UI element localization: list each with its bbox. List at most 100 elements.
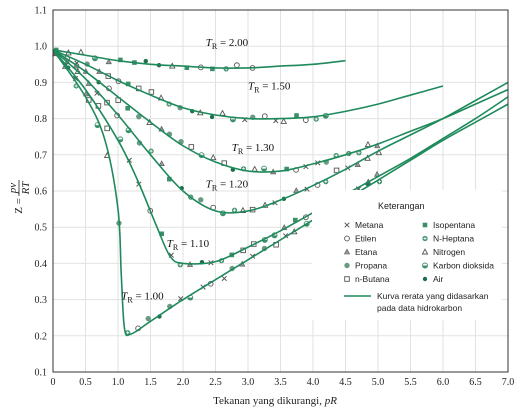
legend-marker — [422, 262, 428, 269]
y-tick-labels: 0.1 0.2 0.3 0.4 0.5 0.6 0.7 0.8 0.9 1.0 1.1 — [35, 6, 48, 379]
data-marker — [239, 206, 247, 213]
curve-label: TR = 1.10 — [167, 238, 210, 252]
data-marker — [280, 117, 288, 124]
curve-label: TR = 1.50 — [248, 81, 291, 95]
legend-line-label-1: Kurva rerata yang didasarkan — [377, 291, 489, 301]
x-tick-label: 4.5 — [339, 377, 352, 388]
y-tick-label: 0.7 — [35, 150, 48, 161]
series-curve — [52, 49, 444, 120]
data-marker — [313, 116, 319, 122]
x-tick-label: 0 — [51, 377, 56, 388]
data-marker — [158, 160, 165, 166]
plot-frame — [52, 9, 509, 373]
data-marker — [210, 66, 215, 72]
curves — [52, 49, 509, 337]
x-tick-label: 5.5 — [404, 377, 417, 388]
y-tick-label: 1.0 — [35, 42, 48, 53]
data-marker — [209, 114, 215, 120]
series-curve — [52, 49, 509, 337]
legend-item-label: Etilen — [355, 234, 377, 244]
x-tick-label: 6.0 — [437, 377, 450, 388]
legend-marker — [344, 235, 350, 242]
data-marker — [354, 161, 361, 167]
curve-label: TR = 1.20 — [206, 178, 249, 192]
legend-marker — [422, 276, 428, 282]
data-marker — [198, 197, 204, 203]
x-tick-label: 5.0 — [372, 377, 385, 388]
legend-marker — [343, 248, 351, 255]
x-axis-title: Tekanan yang dikurangi, pR — [213, 395, 337, 407]
x-tick-label: 2.0 — [177, 377, 190, 388]
legend-item-label: Karbon dioksida — [433, 261, 494, 271]
legend-marker — [344, 262, 350, 269]
curve-label: TR = 1.30 — [232, 142, 275, 156]
y-axis-title-lhs: Z = — [13, 198, 25, 214]
legend: Keterangan Metana Isopentana Etilen N-Hepta… — [312, 190, 502, 320]
y-axis-title: Z = pv RT — [7, 180, 32, 214]
y-axis-title-denominator: RT — [20, 181, 32, 196]
series-curve — [52, 49, 346, 69]
legend-marker — [344, 222, 350, 228]
legend-title: Keterangan — [378, 201, 425, 211]
data-marker — [293, 217, 298, 223]
data-marker — [221, 275, 227, 282]
legend-box — [312, 190, 502, 320]
y-tick-label: 0.6 — [35, 187, 48, 198]
x-tick-label: 4.0 — [307, 377, 320, 388]
x-tick-label: 1.0 — [112, 377, 125, 388]
legend-item-label: Isopentana — [433, 220, 475, 230]
x-tick-labels: 0 0.5 1.0 1.5 2.0 2.5 3.0 3.5 4.0 4.5 5.0 5.5 6.0 6.5… — [51, 377, 515, 388]
legend-item-label: Propana — [355, 261, 387, 271]
x-tick-label: 2.5 — [209, 377, 222, 388]
legend-item-label: Air — [433, 274, 444, 284]
legend-item-label: n-Butana — [355, 274, 390, 284]
data-marker — [105, 58, 112, 65]
data-marker — [143, 58, 148, 64]
data-marker — [364, 140, 372, 148]
legend-line-label-2: pada data hidrokarbon — [377, 303, 462, 313]
y-tick-label: 0.4 — [35, 259, 48, 270]
data-marker — [118, 57, 123, 63]
data-marker — [148, 89, 155, 95]
series-curve — [52, 49, 509, 173]
x-tick-label: 6.5 — [469, 377, 482, 388]
y-tick-label: 0.9 — [35, 78, 48, 89]
y-tick-label: 0.2 — [35, 331, 48, 342]
x-tick-label: 3.5 — [274, 377, 287, 388]
curve-labels: TR = 2.00 TR = 1.50 TR = 1.30 TR = 1.20 TR =… — [121, 37, 291, 304]
data-marker — [167, 176, 172, 182]
series-curve — [52, 49, 509, 214]
legend-item-label: Etana — [355, 247, 377, 257]
y-tick-label: 0.8 — [35, 114, 48, 125]
data-marker — [231, 207, 238, 213]
legend-item-label: N-Heptana — [433, 234, 474, 244]
y-tick-label: 0.5 — [35, 223, 48, 234]
data-marker — [188, 144, 195, 150]
legend-item-label: Nitrogen — [433, 247, 465, 257]
curve-label: TR = 1.00 — [121, 291, 164, 305]
x-tick-label: 0.5 — [79, 377, 92, 388]
data-marker — [104, 125, 110, 132]
data-marker — [125, 81, 131, 87]
legend-marker — [421, 248, 429, 255]
curve-label: TR = 2.00 — [206, 37, 249, 51]
data-marker — [261, 165, 268, 172]
y-tick-label: 0.1 — [35, 368, 48, 379]
y-axis-title-numerator: pv — [7, 183, 19, 195]
data-marker — [159, 231, 165, 237]
data-marker — [104, 99, 110, 106]
y-tick-label: 0.3 — [35, 295, 48, 306]
x-tick-label: 1.5 — [144, 377, 157, 388]
data-marker — [284, 166, 289, 172]
data-marker — [145, 315, 151, 322]
data-marker — [92, 55, 98, 62]
legend-marker — [422, 235, 428, 242]
data-marker — [136, 113, 142, 120]
data-marker — [125, 106, 130, 111]
data-marker — [148, 148, 154, 154]
legend-marker — [344, 276, 350, 282]
x-tick-label: 7.0 — [502, 377, 515, 388]
data-marker — [294, 113, 299, 118]
legend-marker — [422, 222, 428, 228]
